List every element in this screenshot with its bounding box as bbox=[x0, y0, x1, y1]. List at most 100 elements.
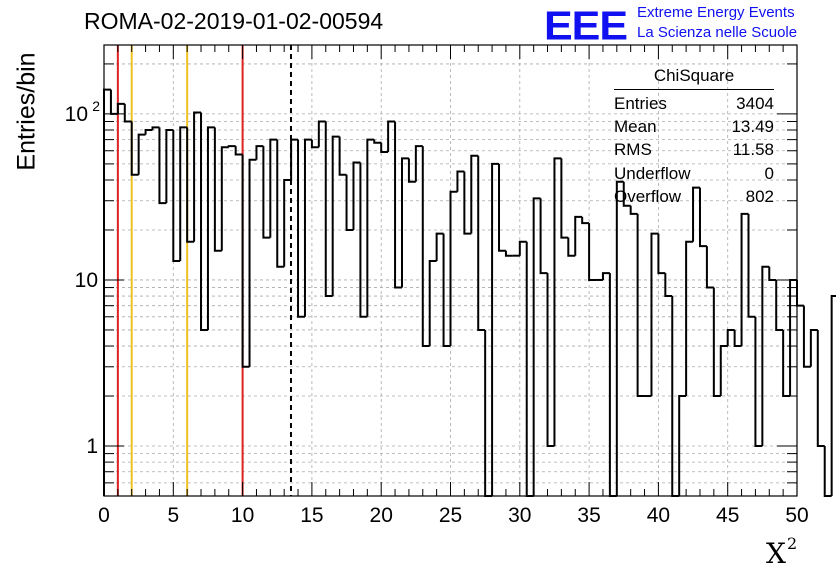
histogram-bin bbox=[234, 146, 243, 156]
histogram-bin bbox=[373, 139, 382, 144]
histogram-bin bbox=[532, 197, 541, 496]
histogram-bin bbox=[657, 233, 666, 275]
histogram-bin bbox=[560, 158, 569, 239]
x-tick-label: 10 bbox=[231, 504, 254, 527]
stats-label: Underflow bbox=[614, 163, 691, 183]
histogram-bin bbox=[317, 120, 326, 148]
logo-mark: EEE bbox=[544, 3, 628, 49]
histogram-bin bbox=[442, 233, 451, 348]
histogram-bin bbox=[782, 329, 791, 398]
histogram-bin bbox=[601, 272, 610, 280]
histogram-bin bbox=[809, 328, 818, 367]
reference-lines bbox=[116, 45, 292, 496]
y-tick-label: 10 bbox=[75, 269, 98, 292]
histogram-bin bbox=[504, 250, 513, 257]
histogram-bin bbox=[802, 305, 811, 368]
histogram-bin bbox=[144, 129, 153, 135]
histogram-bin bbox=[650, 232, 659, 397]
histogram-bin bbox=[359, 162, 368, 318]
histogram-bin bbox=[678, 395, 687, 496]
histogram-bin bbox=[796, 279, 804, 307]
histogram-bin bbox=[428, 260, 437, 347]
x-tick-label: 20 bbox=[370, 504, 393, 527]
histogram-bin bbox=[283, 178, 292, 267]
stats-value: 802 bbox=[745, 186, 774, 206]
histogram-bin bbox=[768, 266, 777, 281]
histogram-bin bbox=[477, 155, 486, 331]
histogram-bin bbox=[179, 126, 188, 262]
x-tick-label: 30 bbox=[508, 504, 531, 527]
x-axis-label-main: X bbox=[766, 537, 786, 570]
histogram-bin bbox=[629, 205, 638, 215]
y-tick-label: 1 bbox=[86, 435, 98, 458]
histogram-bin bbox=[109, 89, 118, 115]
x-tick-label: 0 bbox=[98, 504, 110, 527]
histogram-bin bbox=[754, 316, 763, 448]
stats-label: RMS bbox=[614, 140, 652, 160]
histogram-bin bbox=[816, 329, 825, 448]
histogram-bin bbox=[622, 181, 631, 207]
x-tick-label: 40 bbox=[647, 504, 670, 527]
histogram-bin bbox=[137, 133, 146, 175]
histogram-bin bbox=[567, 237, 576, 257]
histogram-bin bbox=[227, 145, 236, 148]
stats-row-overflow: Overflow 802 bbox=[614, 185, 774, 208]
histogram-bin bbox=[345, 174, 354, 231]
histogram-bin bbox=[553, 157, 562, 447]
histogram-bin bbox=[324, 121, 333, 298]
histogram-bin bbox=[269, 138, 278, 238]
histogram-bin bbox=[387, 120, 396, 152]
y-tick-label-exponent: 2 bbox=[92, 98, 100, 114]
histogram-bin bbox=[123, 103, 132, 123]
histogram-bin bbox=[761, 265, 770, 447]
histogram-bin bbox=[740, 212, 749, 347]
histogram-bin bbox=[262, 146, 271, 239]
x-tick-label: 35 bbox=[577, 504, 600, 527]
histogram-bin bbox=[352, 161, 361, 230]
histogram-bin bbox=[151, 126, 160, 130]
histogram-bin bbox=[290, 138, 299, 180]
stats-box: ChiSquare Entries 3404 Mean 13.49 RMS 11… bbox=[614, 66, 774, 208]
logo-line-1: Extreme Energy Events bbox=[637, 4, 795, 21]
stats-value: 0 bbox=[764, 163, 774, 183]
histogram-bin bbox=[830, 295, 836, 496]
histogram-bin bbox=[366, 138, 375, 317]
histogram-bin bbox=[608, 273, 617, 497]
histogram-bin bbox=[165, 129, 174, 204]
y-axis-label: Entries/bin bbox=[12, 52, 41, 171]
histogram-bin bbox=[456, 170, 465, 192]
stats-label: Entries bbox=[614, 94, 667, 113]
histogram-bin bbox=[303, 138, 312, 317]
grid bbox=[104, 45, 797, 496]
histogram-bin bbox=[823, 446, 832, 497]
histogram-bin bbox=[470, 154, 479, 234]
histogram-bin bbox=[539, 198, 548, 275]
histogram-bin bbox=[733, 329, 742, 348]
histogram-bin bbox=[200, 112, 208, 331]
histogram-bin bbox=[712, 287, 721, 398]
histogram-bin bbox=[414, 145, 423, 182]
histogram-bin bbox=[193, 111, 202, 242]
stats-row-underflow: Underflow 0 bbox=[614, 162, 774, 185]
histogram-bin bbox=[241, 154, 250, 368]
histogram-bin bbox=[400, 157, 409, 288]
histogram-bin bbox=[116, 102, 125, 114]
x-tick-label: 25 bbox=[439, 504, 462, 527]
x-tick-label: 5 bbox=[167, 504, 179, 527]
histogram-bin bbox=[220, 146, 229, 251]
histogram-bin bbox=[380, 142, 389, 153]
histogram-bin bbox=[692, 186, 700, 242]
histogram-bin bbox=[546, 273, 555, 448]
x-tick-label: 45 bbox=[716, 504, 739, 527]
histogram-bin bbox=[574, 215, 583, 256]
histogram-bin bbox=[276, 139, 285, 268]
histogram-bin bbox=[498, 163, 506, 252]
histogram-bin bbox=[394, 121, 402, 289]
histogram-bin bbox=[636, 213, 645, 398]
stats-title: ChiSquare bbox=[614, 66, 774, 90]
histogram-bin bbox=[338, 136, 347, 176]
histogram-bin bbox=[698, 187, 707, 248]
x-tick-label: 15 bbox=[300, 504, 323, 527]
histogram-bin bbox=[719, 345, 728, 397]
